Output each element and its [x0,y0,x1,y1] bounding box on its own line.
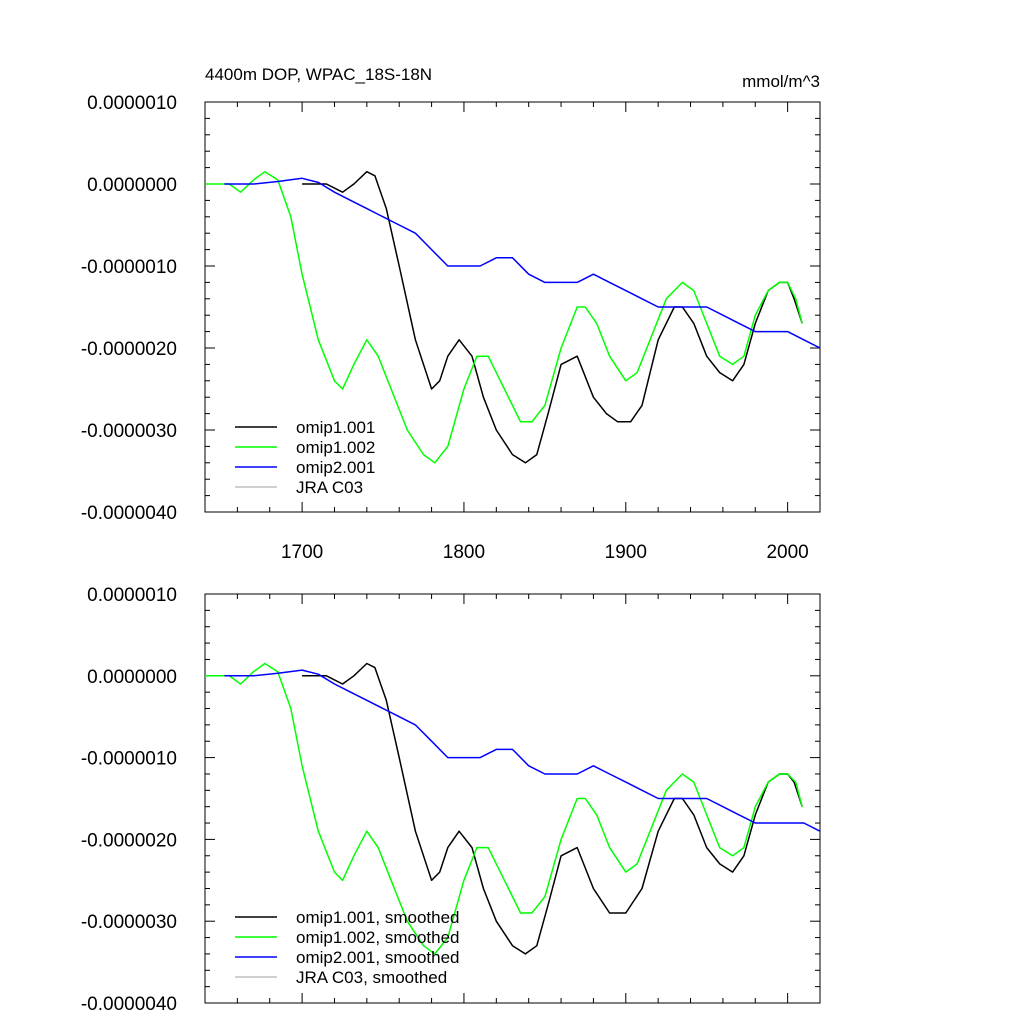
chart2-series-omip2-001-smoothed [224,669,821,832]
chart2-y-tick-label: 0.0000010 [87,585,177,606]
chart2-legend-label: omip1.002, smoothed [296,928,460,947]
chart1-series-omip1-002 [205,170,803,464]
chart1-y-tick-label: 0.0000000 [87,175,177,196]
chart1-legend-label: JRA C03 [296,478,363,497]
chart2-legend-label: JRA C03, smoothed [296,968,447,987]
chart1-x-tick-label: 1900 [605,542,647,563]
chart2-y-tick-label: -0.0000020 [81,830,177,851]
chart1-legend-label: omip1.002 [296,438,375,457]
chart1-y-tick-label: -0.0000020 [81,339,177,360]
chart1-x-tick-label: 1800 [443,542,485,563]
chart2-y-tick-label: -0.0000040 [81,994,177,1015]
chart2-plot-frame [204,593,821,1004]
chart1-legend-label: omip1.001 [296,418,375,437]
chart2-series-omip1-002-smoothed [205,662,803,955]
chart2-series-omip1-001-smoothed [302,662,803,955]
chart2-y-tick-label: -0.0000030 [81,912,177,933]
chart2-y-tick-label: -0.0000010 [81,749,177,770]
chart1-title: 4400m DOP, WPAC_18S-18N [205,65,432,84]
chart2-y-tick-label: 0.0000000 [87,667,177,688]
chart2-legend-label: omip2.001, smoothed [296,948,460,967]
chart1-y-tick-label: -0.0000040 [81,503,177,524]
chart1-legend-label: omip2.001 [296,458,375,477]
chart1-units-label: mmol/m^3 [742,72,820,91]
chart2-legend-label: omip1.001, smoothed [296,908,460,927]
chart1-y-tick-label: 0.0000010 [87,93,177,114]
chart1-plot-frame [204,101,821,513]
chart1-x-tick-label: 2000 [766,542,808,563]
chart1-y-tick-label: -0.0000010 [81,257,177,278]
chart1-x-tick-label: 1700 [281,542,323,563]
chart1-series-omip2-001 [224,177,821,349]
chart1-y-tick-label: -0.0000030 [81,421,177,442]
chart1-series-omip1-001 [302,170,803,464]
